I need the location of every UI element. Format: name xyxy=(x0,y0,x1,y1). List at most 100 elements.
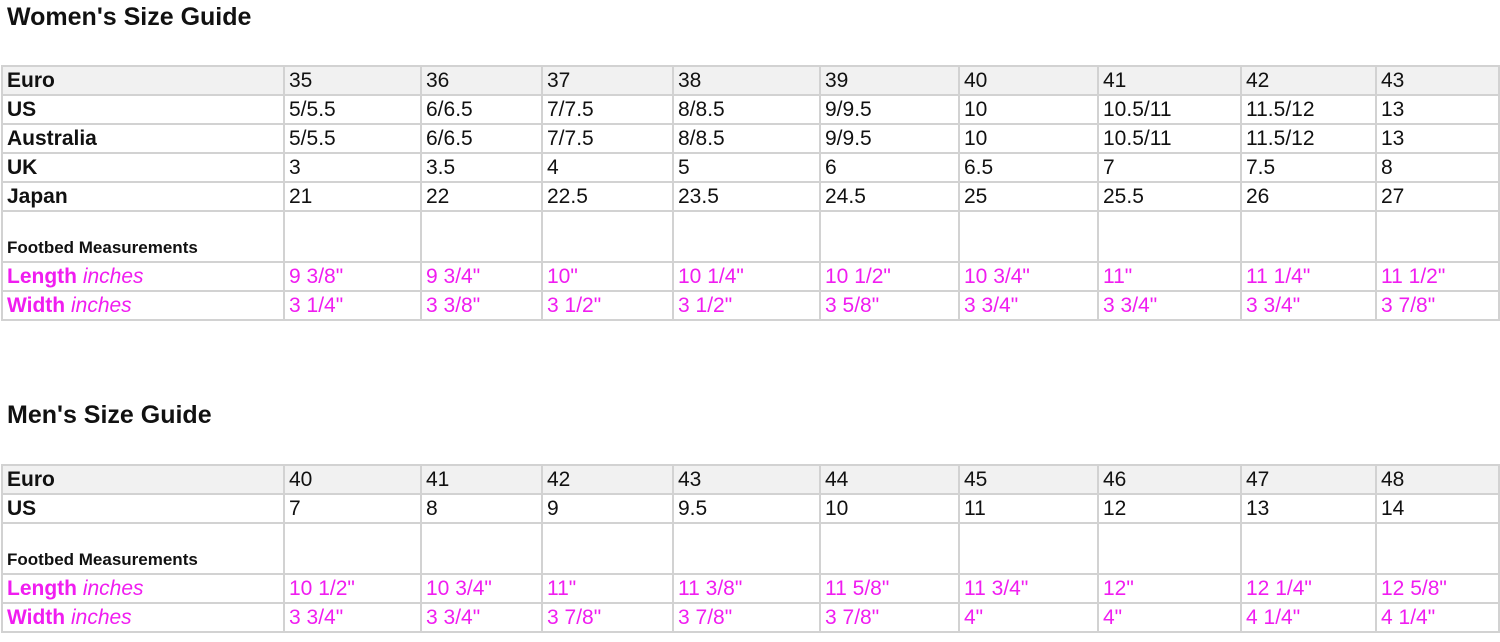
measure-cell: 3 7/8" xyxy=(819,602,960,633)
measure-cell: 9 3/8" xyxy=(283,261,422,292)
size-cell: 5/5.5 xyxy=(283,123,422,154)
empty-cell xyxy=(958,210,1099,263)
size-cell: 25 xyxy=(958,181,1099,212)
size-cell: 45 xyxy=(958,464,1099,495)
size-cell: 23.5 xyxy=(672,181,821,212)
measure-cell: 3 7/8" xyxy=(541,602,674,633)
measure-cell: 11 1/4" xyxy=(1240,261,1377,292)
measure-cell: 11" xyxy=(541,573,674,604)
womens-size-guide-title: Women's Size Guide xyxy=(7,3,252,31)
row-label: Euro xyxy=(1,464,285,495)
size-cell: 5/5.5 xyxy=(283,94,422,125)
measure-label: Length inches xyxy=(1,261,285,292)
size-cell: 6 xyxy=(819,152,960,183)
empty-cell xyxy=(672,210,821,263)
size-cell: 9.5 xyxy=(672,493,821,524)
size-cell: 10 xyxy=(819,493,960,524)
size-cell: 40 xyxy=(958,65,1099,96)
size-row-japan: Japan 21 22 22.5 23.5 24.5 25 25.5 26 27 xyxy=(1,181,1500,212)
size-row-euro: Euro 40 41 42 43 44 45 46 47 48 xyxy=(1,464,1500,495)
footbed-label: Footbed Measurements xyxy=(1,522,285,575)
row-label: UK xyxy=(1,152,285,183)
empty-cell xyxy=(1375,210,1500,263)
empty-cell xyxy=(420,210,543,263)
measure-cell: 10 3/4" xyxy=(958,261,1099,292)
size-cell: 7 xyxy=(1097,152,1242,183)
size-cell: 9 xyxy=(541,493,674,524)
empty-cell xyxy=(283,210,422,263)
measure-cell: 10 3/4" xyxy=(420,573,543,604)
size-cell: 11.5/12 xyxy=(1240,123,1377,154)
empty-cell xyxy=(420,522,543,575)
size-cell: 39 xyxy=(819,65,960,96)
measure-unit: inches xyxy=(70,605,132,629)
measure-cell: 10 1/2" xyxy=(283,573,422,604)
measure-name: Length xyxy=(7,264,77,288)
size-cell: 40 xyxy=(283,464,422,495)
size-cell: 7.5 xyxy=(1240,152,1377,183)
size-cell: 14 xyxy=(1375,493,1500,524)
size-row-australia: Australia 5/5.5 6/6.5 7/7.5 8/8.5 9/9.5 10 10.5… xyxy=(1,123,1500,154)
empty-cell xyxy=(1097,522,1242,575)
measure-cell: 3 3/4" xyxy=(1097,290,1242,321)
size-row-uk: UK 3 3.5 4 5 6 6.5 7 7.5 8 xyxy=(1,152,1500,183)
measure-cell: 3 7/8" xyxy=(672,602,821,633)
empty-cell xyxy=(672,522,821,575)
mens-size-guide-title: Men's Size Guide xyxy=(7,401,212,429)
size-cell: 11.5/12 xyxy=(1240,94,1377,125)
measure-cell: 11 5/8" xyxy=(819,573,960,604)
size-cell: 8/8.5 xyxy=(672,94,821,125)
size-cell: 8 xyxy=(420,493,543,524)
measure-cell: 3 1/2" xyxy=(672,290,821,321)
empty-cell xyxy=(958,522,1099,575)
measure-cell: 3 3/4" xyxy=(1240,290,1377,321)
size-cell: 46 xyxy=(1097,464,1242,495)
measure-cell: 9 3/4" xyxy=(420,261,543,292)
row-label: US xyxy=(1,493,285,524)
measure-cell: 11" xyxy=(1097,261,1242,292)
mens-size-table: Euro 40 41 42 43 44 45 46 47 48 US 7 8 9 9.5 10 11 12 13 14… xyxy=(1,464,1500,633)
measure-cell: 3 1/2" xyxy=(541,290,674,321)
size-cell: 6/6.5 xyxy=(420,123,543,154)
measure-cell: 12 5/8" xyxy=(1375,573,1500,604)
measure-cell: 3 3/4" xyxy=(283,602,422,633)
size-cell: 13 xyxy=(1375,123,1500,154)
measure-cell: 4 1/4" xyxy=(1240,602,1377,633)
row-label: Euro xyxy=(1,65,285,96)
measure-cell: 4" xyxy=(958,602,1099,633)
measure-row-width: Width inches 3 3/4" 3 3/4" 3 7/8" 3 7/8" 3 7/… xyxy=(1,602,1500,633)
measure-name: Length xyxy=(7,576,77,600)
size-cell: 41 xyxy=(420,464,543,495)
measure-cell: 3 7/8" xyxy=(1375,290,1500,321)
row-label: US xyxy=(1,94,285,125)
size-cell: 11 xyxy=(958,493,1099,524)
size-cell: 5 xyxy=(672,152,821,183)
size-cell: 8 xyxy=(1375,152,1500,183)
empty-cell xyxy=(1097,210,1242,263)
empty-cell xyxy=(541,522,674,575)
measure-label: Width inches xyxy=(1,602,285,633)
size-cell: 6/6.5 xyxy=(420,94,543,125)
size-cell: 43 xyxy=(672,464,821,495)
size-row-us: US 5/5.5 6/6.5 7/7.5 8/8.5 9/9.5 10 10.5/11 11.5… xyxy=(1,94,1500,125)
measure-cell: 3 3/4" xyxy=(958,290,1099,321)
size-cell: 7/7.5 xyxy=(541,94,674,125)
measure-row-length: Length inches 9 3/8" 9 3/4" 10" 10 1/4" 10 1/… xyxy=(1,261,1500,292)
size-cell: 41 xyxy=(1097,65,1242,96)
size-cell: 9/9.5 xyxy=(819,94,960,125)
empty-cell xyxy=(1240,522,1377,575)
size-cell: 25.5 xyxy=(1097,181,1242,212)
empty-cell xyxy=(1375,522,1500,575)
womens-size-table: Euro 35 36 37 38 39 40 41 42 43 US 5/5.5 6/6.5 7/7.5 8… xyxy=(1,65,1500,321)
measure-cell: 3 5/8" xyxy=(819,290,960,321)
measure-cell: 4" xyxy=(1097,602,1242,633)
size-cell: 37 xyxy=(541,65,674,96)
measure-row-length: Length inches 10 1/2" 10 3/4" 11" 11 3/8" 11 … xyxy=(1,573,1500,604)
size-cell: 13 xyxy=(1375,94,1500,125)
size-cell: 24.5 xyxy=(819,181,960,212)
size-cell: 10.5/11 xyxy=(1097,94,1242,125)
size-cell: 27 xyxy=(1375,181,1500,212)
measure-label: Length inches xyxy=(1,573,285,604)
size-cell: 7/7.5 xyxy=(541,123,674,154)
measure-cell: 12" xyxy=(1097,573,1242,604)
